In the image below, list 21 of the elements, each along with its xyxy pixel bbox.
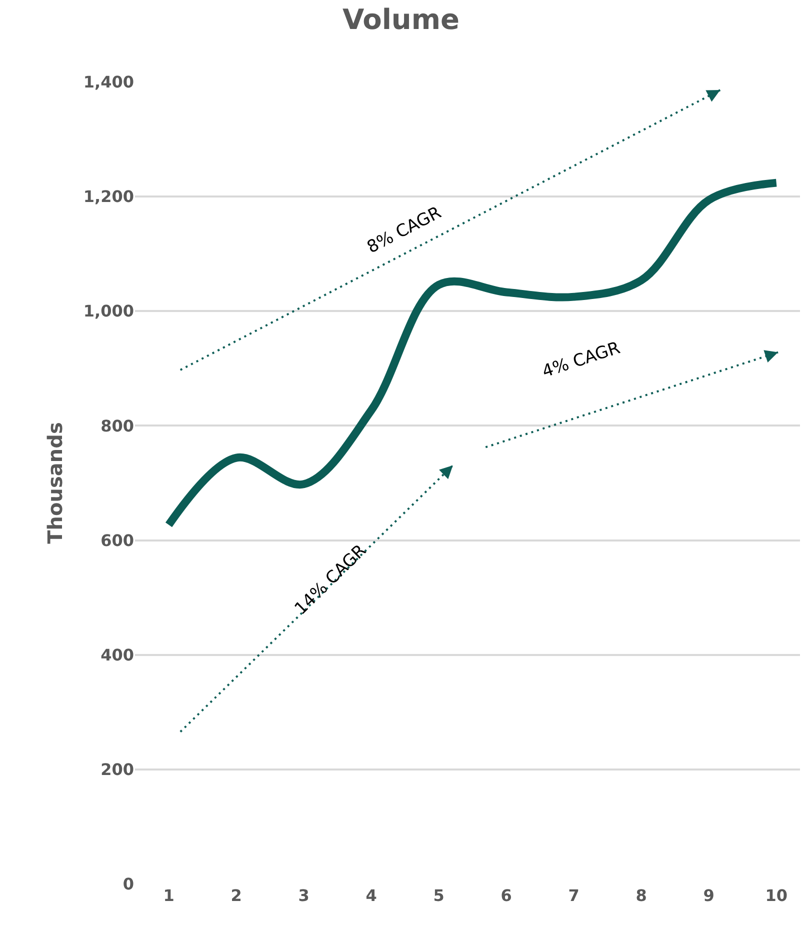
x-tick-label: 2: [230, 886, 242, 905]
x-tick-label: 9: [703, 886, 714, 905]
y-tick-label: 200: [100, 760, 134, 780]
x-tick-label: 6: [500, 886, 512, 905]
y-tick-label: 400: [100, 645, 134, 664]
x-tick-label: 8: [636, 886, 647, 905]
annotation: 4% CAGR: [540, 338, 623, 382]
x-tick-label: 7: [568, 886, 580, 905]
y-tick-label: 1,400: [83, 72, 134, 92]
x-tick-label: 4: [366, 886, 377, 905]
chart-title: Volume: [342, 2, 460, 36]
x-tick-label: 10: [765, 886, 788, 905]
y-tick-label: 800: [100, 416, 134, 436]
y-tick-label: 1,000: [83, 302, 134, 321]
y-axis-title: Thousands: [42, 422, 67, 544]
x-tick-label: 5: [433, 886, 444, 905]
y-tick-label: 600: [100, 530, 134, 550]
y-tick-label: 0: [122, 874, 134, 894]
x-tick-label: 3: [298, 886, 310, 905]
y-tick-label: 1,200: [83, 187, 134, 206]
x-tick-label: 1: [163, 886, 174, 905]
